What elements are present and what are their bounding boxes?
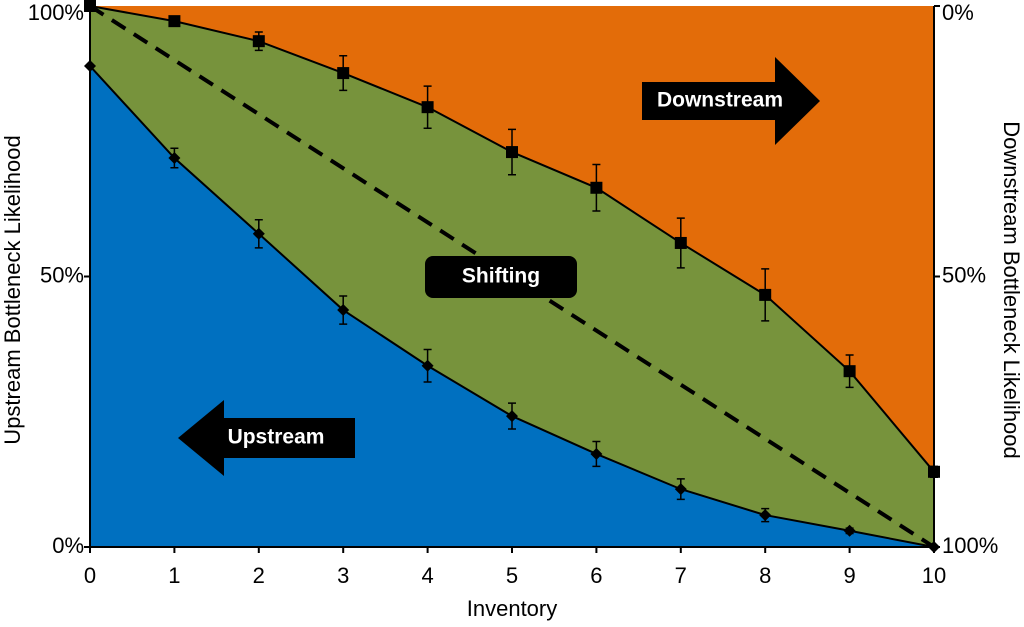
annotation-arrow [642,57,820,145]
marker [421,359,434,372]
marker [674,483,687,496]
y2-tick-label: 50% [942,262,986,287]
annotation-arrow [178,400,355,476]
marker [506,410,518,423]
y-tick-label: 100% [28,0,84,25]
marker [168,15,181,28]
y-tick-label: 50% [40,262,84,287]
y2-tick-label: 100% [942,533,998,558]
marker [168,152,181,165]
marker [252,35,265,48]
x-tick-label: 8 [759,563,771,588]
marker [759,288,772,301]
x-tick-label: 1 [168,563,180,588]
y2-tick-label: 0% [942,0,974,25]
x-tick-label: 3 [337,563,349,588]
y-axis-label: Upstream Bottleneck Likelihood [0,135,25,444]
x-tick-label: 9 [843,563,855,588]
annotation-box [425,256,577,298]
x-tick-label: 5 [506,563,518,588]
marker [674,236,687,249]
marker [252,227,265,240]
x-tick-label: 0 [84,563,96,588]
y2-axis-label: Downstream Bottleneck Likelihood [999,121,1024,459]
marker [337,67,350,80]
x-tick-label: 4 [421,563,433,588]
x-tick-label: 6 [590,563,602,588]
marker [759,509,772,522]
marker [506,146,518,159]
marker [421,101,434,114]
marker [590,181,603,194]
x-axis-label: Inventory [467,596,558,621]
marker [843,524,856,537]
annotation: Shifting [462,265,540,288]
marker [590,447,603,460]
x-tick-label: 7 [675,563,687,588]
marker [843,365,856,378]
y-tick-label: 0% [52,533,84,558]
annotation: Downstream [657,89,783,112]
x-tick-label: 10 [922,563,946,588]
marker [337,304,350,317]
annotation: Upstream [228,426,325,449]
x-tick-label: 2 [253,563,265,588]
